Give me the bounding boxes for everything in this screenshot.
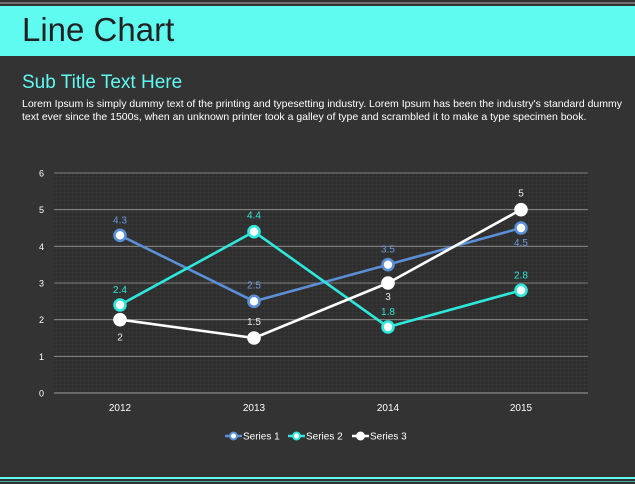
y-tick-label: 2 (39, 315, 44, 325)
series-1-point (514, 221, 528, 235)
series-1-data-label: 2.5 (247, 280, 261, 291)
y-tick-label: 5 (39, 205, 44, 215)
legend-marker (229, 431, 238, 441)
series-2-data-label: 1.8 (381, 307, 395, 318)
series-3-point (514, 202, 528, 217)
legend-label: Series 2 (306, 432, 343, 443)
legend-marker (356, 431, 365, 441)
y-tick-label: 3 (39, 279, 44, 289)
series-3-data-label: 3 (385, 292, 391, 303)
legend-marker (292, 431, 301, 441)
series-3-point (247, 331, 261, 345)
series-2-point (381, 320, 395, 334)
series-2-line (119, 230, 522, 329)
series-3-point (113, 312, 127, 327)
x-tick-label: 2014 (377, 403, 400, 414)
series-2-point (247, 224, 261, 239)
series-3-line (119, 208, 522, 340)
legend-label: Series 3 (370, 432, 407, 443)
series-3-data-label: 2 (117, 333, 123, 344)
series-3-data-label: 5 (518, 189, 524, 200)
series-1-point (381, 257, 395, 272)
x-tick-label: 2015 (510, 403, 533, 414)
series-2-point (113, 298, 127, 312)
y-tick-label: 0 (39, 389, 44, 399)
sub-title: Sub Title Text Here (22, 72, 183, 93)
series-1-point (247, 294, 261, 309)
series-1-point (113, 228, 127, 243)
x-tick-label: 2013 (243, 403, 266, 414)
series-3-data-label: 1.5 (247, 317, 261, 328)
bottom-divider-thin (0, 481, 635, 482)
series-2-data-label: 4.4 (247, 211, 261, 222)
series-2-data-label: 2.8 (514, 270, 528, 281)
page-title: Line Chart (22, 11, 175, 48)
y-tick-label: 4 (39, 242, 44, 252)
legend-label: Series 1 (243, 432, 280, 443)
body-paragraph: Lorem Ipsum is simply dummy text of the … (22, 98, 623, 123)
top-divider (0, 2, 635, 4)
y-tick-label: 1 (39, 352, 44, 362)
header-bar: Line Chart (0, 6, 635, 56)
series-2-point (514, 283, 528, 298)
x-tick-label: 2012 (109, 403, 132, 414)
bottom-divider-accent (0, 477, 635, 479)
series-3-point (381, 276, 395, 290)
series-1-data-label: 4.5 (514, 238, 528, 249)
series-1-data-label: 3.5 (381, 245, 395, 256)
y-tick-label: 6 (39, 169, 44, 179)
series-2-data-label: 2.4 (113, 285, 127, 296)
series-1-data-label: 4.3 (113, 215, 127, 226)
